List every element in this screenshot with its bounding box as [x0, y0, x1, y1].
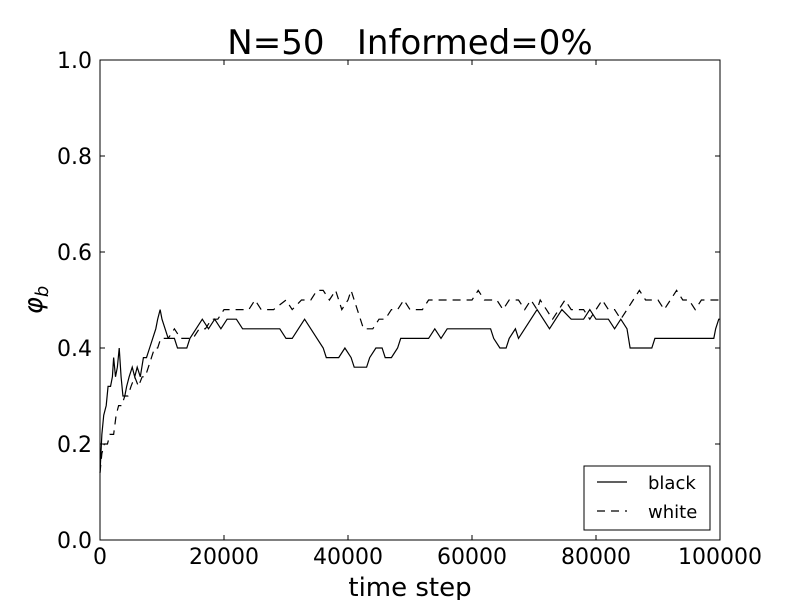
x-tick-label: 40000 [313, 545, 383, 570]
series-line-black [99, 308, 720, 473]
y-tick-label: 0.8 [57, 145, 92, 170]
x-tick-label: 60000 [437, 545, 507, 570]
x-tick-label: 80000 [561, 545, 631, 570]
legend-label-black: black [648, 473, 696, 494]
x-tick-label: 20000 [189, 545, 259, 570]
plot-area [99, 288, 720, 473]
axis-ticks: 0 20000 40000 60000 80000 100000 0.0 0.2 0.4 0.6 0… [57, 49, 762, 570]
chart-title: N=50 Informed=0% [227, 23, 592, 63]
x-axis-label: time step [348, 573, 471, 600]
x-tick-label: 0 [93, 545, 107, 570]
y-axis-label: φb [19, 286, 53, 315]
y-tick-label: 0.4 [57, 337, 92, 362]
legend-box [583, 465, 711, 531]
svg-text:φb: φb [19, 286, 53, 315]
y-tick-label: 0.0 [57, 529, 92, 554]
x-tick-label: 100000 [678, 545, 762, 570]
y-tick-label: 0.2 [57, 433, 92, 458]
legend-label-white: white [648, 502, 697, 523]
y-tick-label: 0.6 [57, 241, 92, 266]
series-line-white [99, 288, 720, 473]
y-tick-label: 1.0 [57, 49, 92, 74]
legend: black white [583, 465, 711, 531]
plot-frame [99, 59, 721, 541]
